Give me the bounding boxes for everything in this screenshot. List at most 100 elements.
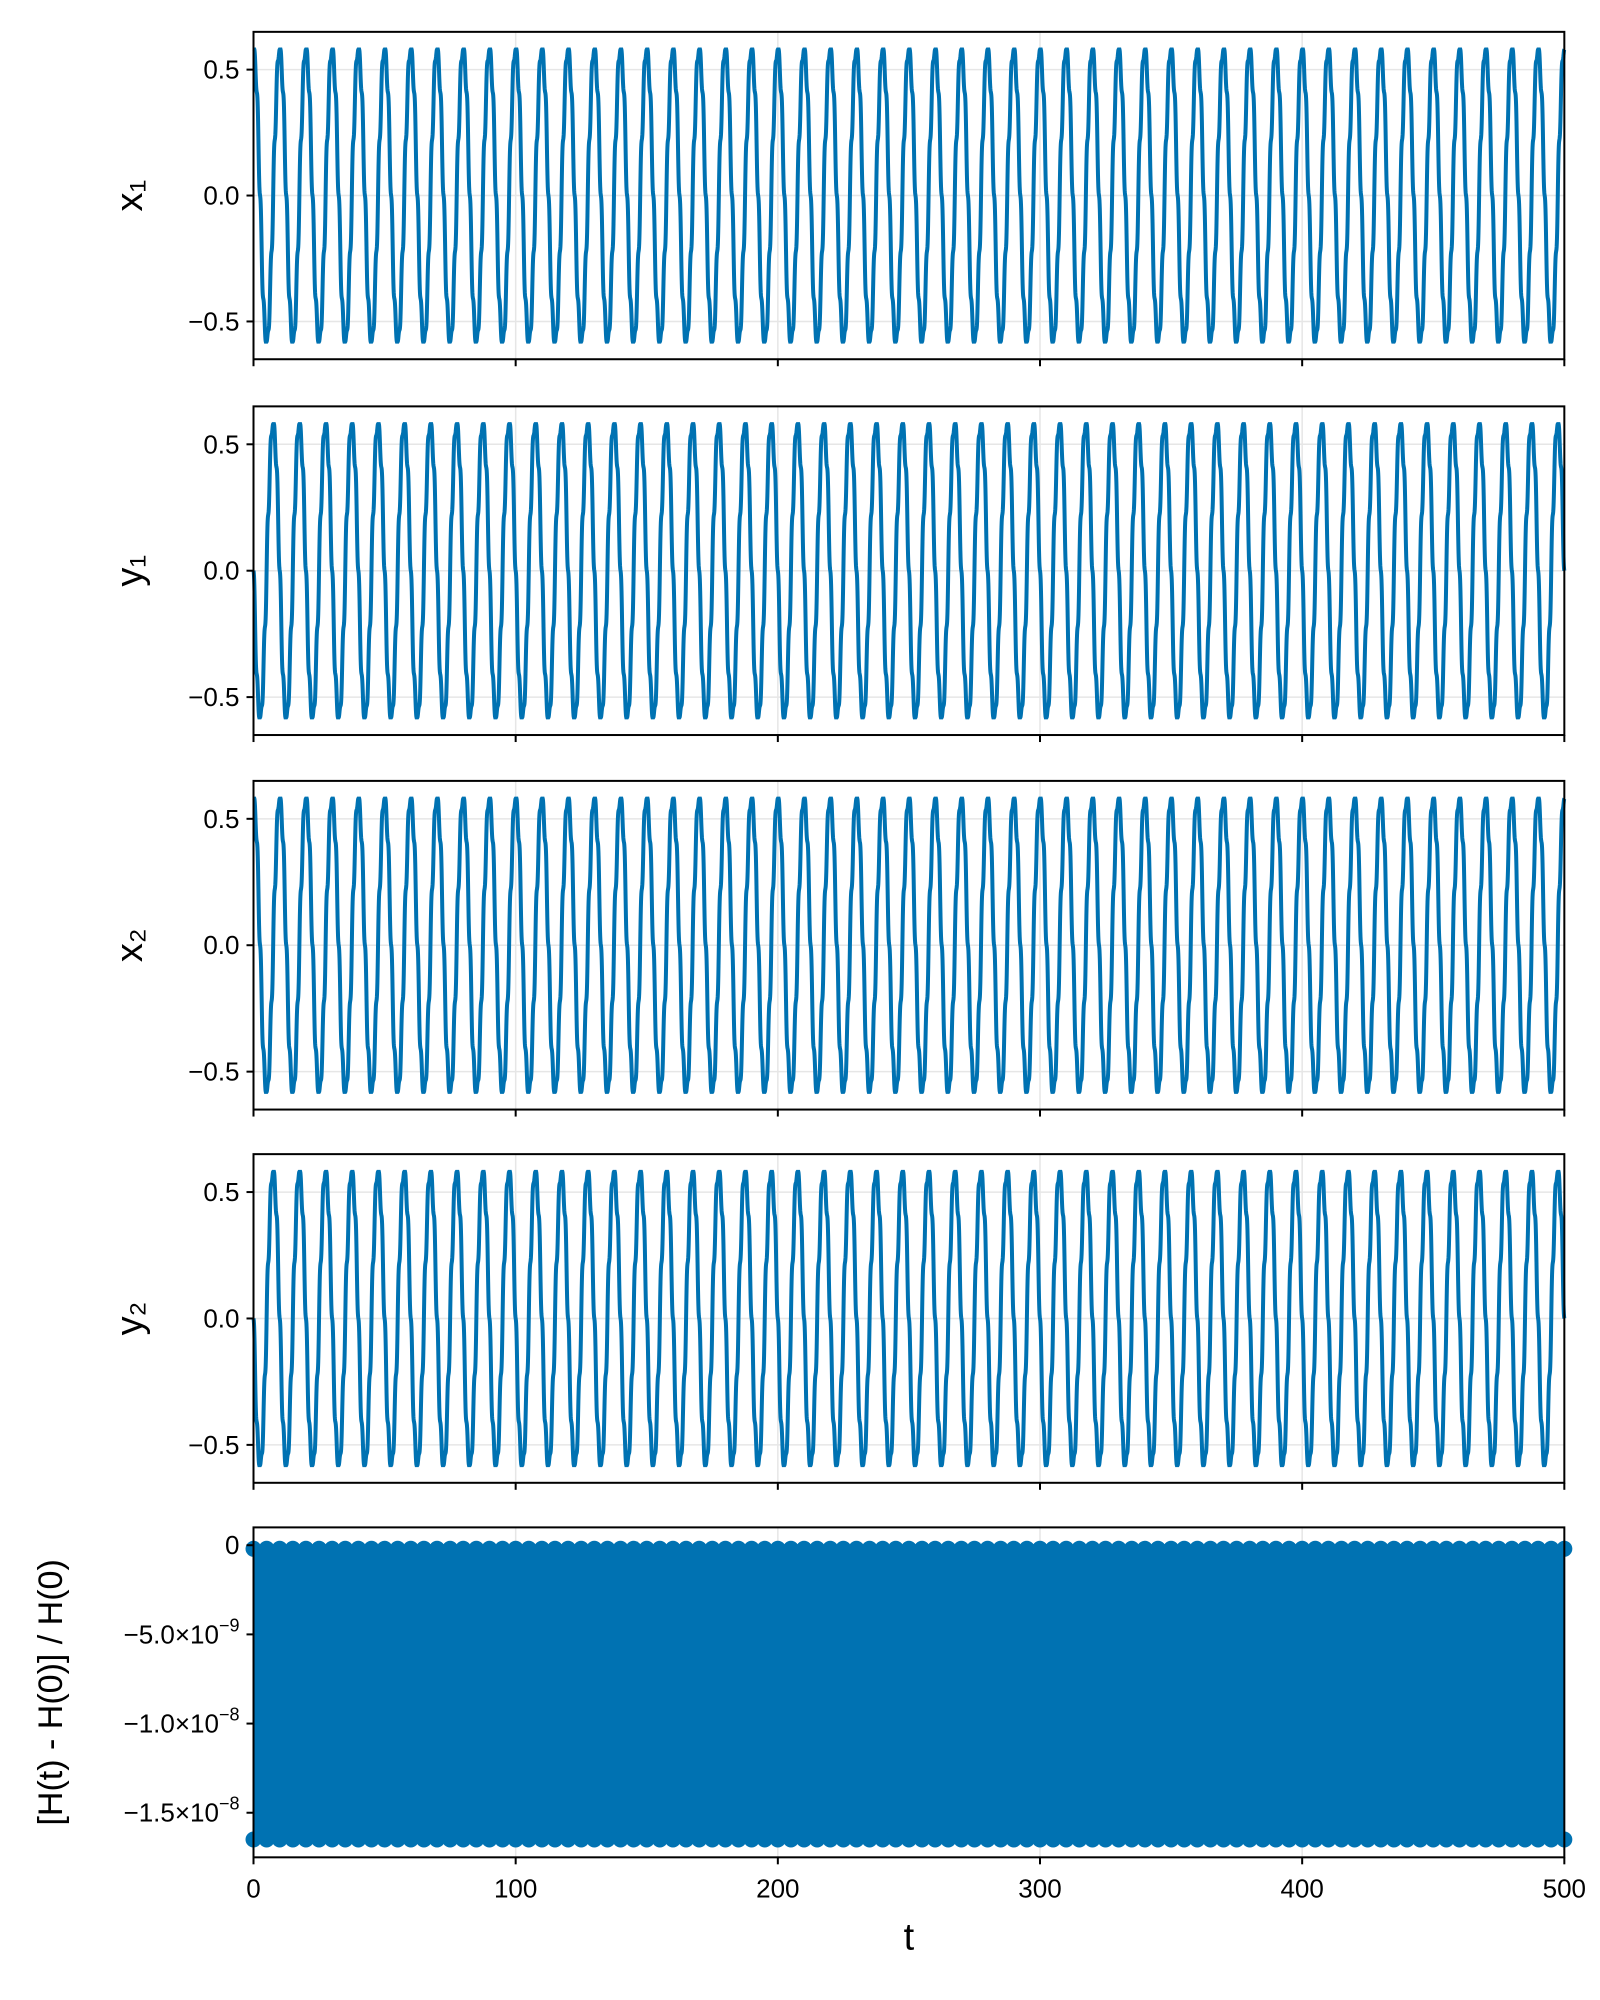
series-top-scallop-3	[284, 1540, 301, 1557]
series-top-scallop-59	[1018, 1540, 1035, 1557]
y-tick-label-1: 0.0	[203, 181, 239, 211]
series-bottom-scallop-44	[822, 1831, 839, 1848]
y-tick-label-1: −5.0×10−9	[124, 1615, 240, 1649]
series-bottom-scallop-13	[415, 1831, 432, 1848]
series-bottom-scallop-10	[376, 1831, 393, 1848]
tick-mantissa: −1.5×10	[124, 1798, 219, 1828]
series-bottom-scallop-2	[271, 1831, 288, 1848]
series-bottom-scallop-37	[730, 1831, 747, 1848]
series-bottom-scallop-20	[507, 1831, 524, 1848]
series-top-scallop-81	[1307, 1540, 1324, 1557]
series-bottom-scallop-45	[835, 1831, 852, 1848]
series-bottom-scallop-78	[1267, 1831, 1284, 1848]
series-bottom-scallop-85	[1359, 1831, 1376, 1848]
series-top-scallop-17	[468, 1540, 485, 1557]
series-bottom-scallop-70	[1163, 1831, 1180, 1848]
series-top-scallop-94	[1477, 1540, 1494, 1557]
series-bottom-scallop-96	[1503, 1831, 1520, 1848]
series-top-scallop-55	[966, 1540, 983, 1557]
x-tick-label-2: 200	[756, 1873, 799, 1903]
series-top-scallop-56	[979, 1540, 996, 1557]
series-top-scallop-66	[1110, 1540, 1127, 1557]
series-bottom-scallop-87	[1385, 1831, 1402, 1848]
y-axis-label: y₂	[109, 1302, 151, 1336]
series-top-scallop-11	[389, 1540, 406, 1557]
series-bottom-scallop-89	[1412, 1831, 1429, 1848]
series-top-scallop-87	[1385, 1540, 1402, 1557]
y-tick-label-2: 0.5	[203, 804, 239, 834]
panel-5: 0−5.0×10−9−1.0×10−8−1.5×10−8[H(t) - H(0)…	[32, 1526, 1586, 1958]
y-axis-label: x₁	[109, 180, 151, 212]
series-bottom-scallop-33	[678, 1831, 695, 1848]
series-top-scallop-19	[494, 1540, 511, 1557]
series-top-scallop-7	[337, 1540, 354, 1557]
series-top-scallop-35	[704, 1540, 721, 1557]
series-bottom-scallop-76	[1241, 1831, 1258, 1848]
series-bottom-scallop-79	[1281, 1831, 1298, 1848]
series-top-scallop-69	[1149, 1540, 1166, 1557]
x-tick-label-5: 500	[1543, 1873, 1586, 1903]
series-top-scallop-89	[1412, 1540, 1429, 1557]
axes-frame	[252, 1526, 1566, 1859]
panel-4: −0.5 0.0 0.5 y₂	[109, 1153, 1567, 1490]
series-top-scallop-31	[651, 1540, 668, 1557]
y-tick-label-2: 0.5	[203, 55, 239, 85]
series-top-scallop-74	[1215, 1540, 1232, 1557]
series-bottom-scallop-39	[756, 1831, 773, 1848]
series-bottom-scallop-74	[1215, 1831, 1232, 1848]
series-top-scallop-50	[900, 1540, 917, 1557]
tick-mantissa: −5.0×10	[124, 1619, 219, 1649]
series-bottom-scallop-71	[1176, 1831, 1193, 1848]
series-bottom-scallop-64	[1084, 1831, 1101, 1848]
series-bottom-scallop-12	[402, 1831, 419, 1848]
x-tick-label-4: 400	[1280, 1873, 1323, 1903]
series-bottom-scallop-40	[769, 1831, 786, 1848]
series-top-scallop-49	[887, 1540, 904, 1557]
series-bottom-scallop-98	[1530, 1831, 1547, 1848]
series-top-scallop-63	[1071, 1540, 1088, 1557]
series-bottom-scallop-7	[337, 1831, 354, 1848]
series-bottom-scallop-28	[612, 1831, 629, 1848]
y-tick-label-2: 0.5	[203, 429, 239, 459]
series-bottom-scallop-36	[717, 1831, 734, 1848]
series-top-scallop-53	[940, 1540, 957, 1557]
series-bottom-scallop-24	[560, 1831, 577, 1848]
series-top-scallop-70	[1163, 1540, 1180, 1557]
series-bottom-scallop-19	[494, 1831, 511, 1848]
series-bottom-scallop-58	[1005, 1831, 1022, 1848]
series-bottom-scallop-93	[1464, 1831, 1481, 1848]
series-bottom-scallop-47	[861, 1831, 878, 1848]
series-bottom-scallop-59	[1018, 1831, 1035, 1848]
series-top-scallop-57	[992, 1540, 1009, 1557]
series-top-scallop-71	[1176, 1540, 1193, 1557]
series-top-scallop-92	[1451, 1540, 1468, 1557]
y-axis-label: y₁	[109, 555, 151, 587]
series-top-scallop-82	[1320, 1540, 1337, 1557]
series-top-scallop-93	[1464, 1540, 1481, 1557]
y-tick-label-0: 0	[225, 1530, 239, 1560]
y-tick-label-0: −0.5	[188, 1430, 239, 1460]
series-bottom-scallop-18	[481, 1831, 498, 1848]
series-bottom-scallop-90	[1425, 1831, 1442, 1848]
y-tick-label-2: 0.5	[203, 1177, 239, 1207]
tick-mantissa: −1.0×10	[124, 1709, 219, 1739]
series-bottom-scallop-9	[363, 1831, 380, 1848]
series-top-scallop-78	[1267, 1540, 1284, 1557]
series-top-scallop-32	[664, 1540, 681, 1557]
series-bottom-scallop-26	[586, 1831, 603, 1848]
series-bottom-scallop-75	[1228, 1831, 1245, 1848]
series-bottom-scallop-49	[887, 1831, 904, 1848]
series-top-scallop-27	[599, 1540, 616, 1557]
series-bottom-scallop-81	[1307, 1831, 1324, 1848]
series-bottom-scallop-67	[1123, 1831, 1140, 1848]
series-bottom-scallop-92	[1451, 1831, 1468, 1848]
panel-2: −0.5 0.0 0.5 y₁	[109, 405, 1567, 743]
y-axis-label: [H(t) - H(0)] / H(0)	[32, 1559, 70, 1825]
series-bottom-scallop-94	[1477, 1831, 1494, 1848]
series-bottom-scallop-60	[1032, 1831, 1048, 1848]
series-top-scallop-98	[1530, 1540, 1547, 1557]
series-line	[251, 422, 1567, 720]
series-top-scallop-80	[1294, 1540, 1311, 1557]
y-tick-label-1: 0.0	[203, 1303, 239, 1333]
series-bottom-scallop-83	[1333, 1831, 1350, 1848]
